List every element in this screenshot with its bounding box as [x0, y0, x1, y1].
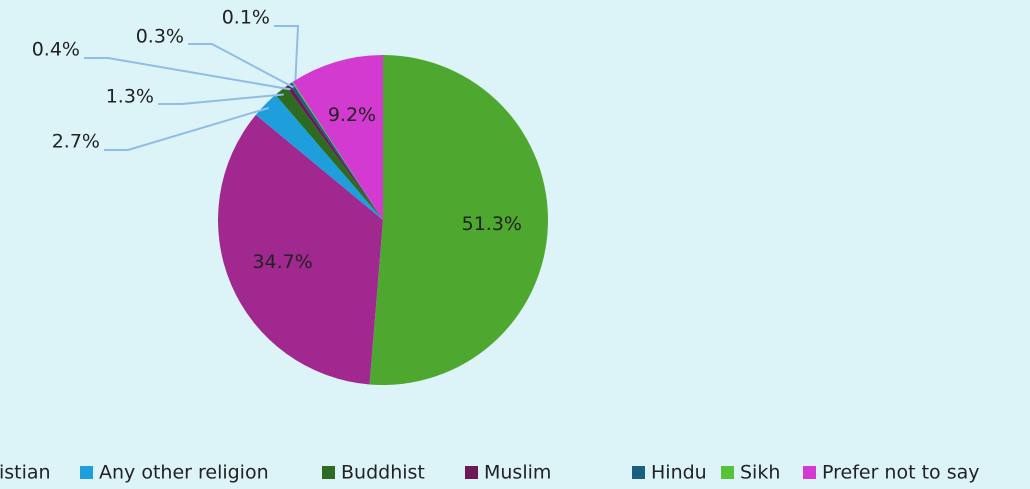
leader-line — [84, 57, 291, 91]
legend-swatch — [803, 466, 816, 479]
pie-slice — [286, 84, 383, 220]
leader-line — [158, 93, 284, 105]
legend-swatch — [721, 466, 734, 479]
data-label: 0.3% — [136, 26, 184, 48]
leader-line — [274, 25, 300, 87]
leader-line — [188, 43, 294, 89]
data-label: 9.2% — [328, 104, 376, 126]
legend-swatch — [465, 466, 478, 479]
legend-label: Hindu — [651, 462, 707, 484]
data-label: 0.4% — [32, 39, 80, 61]
legend-swatch — [632, 466, 645, 479]
legend-label: istian — [0, 462, 51, 484]
pie-slice — [292, 55, 383, 220]
legend-swatch — [322, 466, 335, 479]
pie-slice — [275, 86, 383, 220]
pie-slice — [255, 94, 383, 220]
legend-label: Buddhist — [341, 462, 425, 484]
leader-line — [104, 106, 270, 151]
data-label: 0.1% — [222, 7, 270, 29]
pie-slice — [289, 82, 383, 220]
pie-slice — [369, 55, 548, 386]
data-label: 2.7% — [52, 131, 100, 153]
legend-label: Muslim — [484, 462, 551, 484]
data-label: 51.3% — [462, 213, 522, 235]
data-label: 1.3% — [106, 86, 154, 108]
legend-label: Any other religion — [99, 462, 269, 484]
legend-swatch — [80, 466, 93, 479]
pie-slice — [291, 81, 383, 220]
data-label: 34.7% — [252, 251, 312, 273]
pie-slice — [217, 114, 383, 385]
legend-label: Prefer not to say — [822, 462, 980, 484]
legend-label: Sikh — [740, 462, 780, 484]
